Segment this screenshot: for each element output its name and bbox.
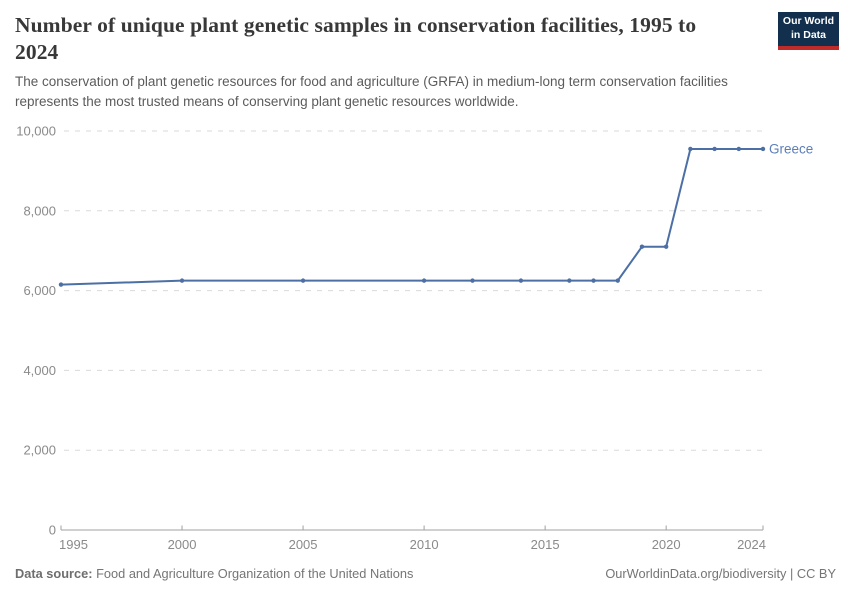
owid-logo[interactable]: Our World in Data (778, 12, 839, 50)
series-end-label[interactable]: Greece (769, 141, 813, 156)
data-point[interactable] (518, 278, 524, 283)
x-axis-tick-label: 2005 (289, 537, 318, 552)
page-title: Number of unique plant genetic samples i… (15, 13, 697, 65)
y-axis-tick-label: 6,000 (23, 283, 56, 298)
y-axis-tick-label: 4,000 (23, 363, 56, 378)
x-axis-tick-label: 1995 (59, 537, 88, 552)
y-axis-tick-label: 2,000 (23, 443, 56, 458)
data-point[interactable] (615, 278, 620, 283)
x-axis-tick-label: 2024 (737, 537, 766, 552)
data-point[interactable] (470, 278, 475, 283)
owid-logo-line1: Our World (782, 15, 835, 28)
data-point[interactable] (567, 278, 572, 283)
data-point[interactable] (639, 244, 645, 249)
data-point[interactable] (179, 278, 185, 283)
data-point[interactable] (688, 146, 693, 152)
y-axis-tick-label: 0 (49, 523, 56, 538)
data-point[interactable] (591, 278, 596, 283)
data-point[interactable] (58, 282, 64, 287)
data-point[interactable] (736, 146, 741, 152)
data-point[interactable] (712, 146, 717, 152)
data-point[interactable] (760, 146, 766, 152)
x-axis-tick-label: 2000 (168, 537, 197, 552)
chart-footer: Data source: Food and Agriculture Organi… (15, 566, 836, 581)
x-axis-tick-label: 2020 (652, 537, 681, 552)
data-source-value: Food and Agriculture Organization of the… (96, 566, 414, 581)
data-source-label: Data source: (15, 566, 93, 581)
x-axis-tick-label: 2015 (531, 537, 560, 552)
data-point[interactable] (663, 244, 669, 249)
x-axis-tick-label: 2010 (410, 537, 439, 552)
y-axis-tick-label: 10,000 (16, 124, 56, 139)
owid-logo-line2: in Data (790, 29, 826, 41)
owid-url-license[interactable]: OurWorldinData.org/biodiversity | CC BY (605, 566, 836, 581)
chart-subtitle: The conservation of plant genetic resour… (15, 74, 728, 110)
data-point[interactable] (300, 278, 306, 283)
data-point[interactable] (421, 278, 427, 283)
y-axis-tick-label: 8,000 (23, 203, 56, 218)
data-source: Data source: Food and Agriculture Organi… (15, 566, 413, 581)
series-line-greece[interactable] (60, 147, 764, 286)
